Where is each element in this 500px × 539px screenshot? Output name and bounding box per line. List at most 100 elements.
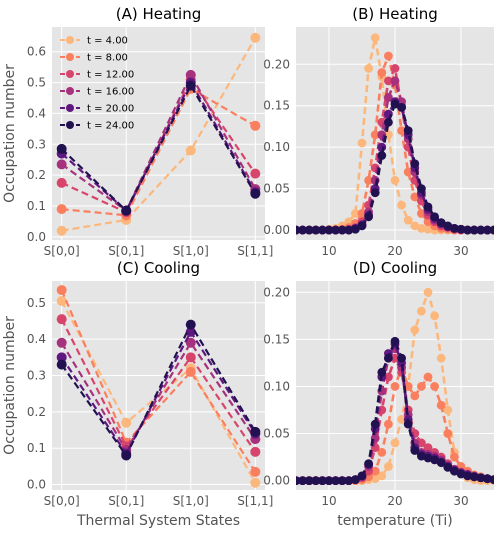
data-point [377, 68, 387, 77]
x-tick-label: S[1,0] [173, 494, 209, 508]
data-point [364, 175, 373, 185]
data-point [357, 471, 367, 481]
data-point [463, 225, 472, 235]
data-point [384, 51, 393, 61]
data-point [311, 476, 321, 485]
panel-title: (B) Heating [352, 5, 438, 23]
legend-label: t = 20.00 [87, 104, 134, 115]
data-point [337, 225, 347, 235]
data-point [384, 93, 393, 102]
data-point [390, 175, 400, 185]
y-tick-label: 0.3 [27, 369, 46, 383]
data-point [250, 477, 261, 488]
data-point [443, 221, 453, 231]
y-axis-label: Occupation number [2, 316, 18, 455]
legend-swatch-marker [66, 121, 74, 129]
x-tick-label: 10 [321, 494, 336, 508]
data-point [390, 353, 400, 363]
data-point [410, 446, 420, 455]
x-tick-label: 30 [453, 244, 468, 258]
data-point [450, 224, 459, 233]
data-point [443, 429, 453, 438]
panel-1: 0.00 0.05 0.10 0.15 0.20 10 20 30 (B) Heating [263, 5, 494, 258]
data-point [298, 225, 307, 235]
x-tick-label: S[0,1] [108, 244, 144, 258]
series-group [56, 285, 261, 488]
data-point [370, 466, 380, 476]
data-point [456, 224, 466, 234]
data-point [250, 168, 261, 179]
data-point [390, 64, 400, 73]
data-point [430, 455, 439, 465]
data-point [337, 476, 347, 485]
data-point [121, 450, 132, 461]
data-point [423, 453, 433, 463]
data-point [56, 295, 67, 306]
data-point [364, 64, 373, 73]
panel-title: (C) Cooling [117, 259, 200, 277]
data-point [370, 33, 380, 43]
data-point [483, 225, 492, 235]
data-point [370, 188, 380, 198]
y-tick-label: 0.20 [263, 285, 290, 299]
series-line [60, 322, 257, 458]
panel-title: (A) Heating [116, 5, 202, 23]
data-point [403, 215, 413, 225]
data-point [456, 469, 466, 479]
data-point [250, 120, 261, 131]
data-point [324, 476, 334, 485]
data-point [417, 306, 426, 316]
data-point [56, 159, 67, 170]
data-point [417, 224, 426, 233]
x-tick-label: S[0,0] [44, 494, 80, 508]
data-point [250, 32, 261, 43]
data-point [443, 405, 453, 415]
series-line [60, 80, 257, 213]
data-point [250, 466, 261, 477]
data-point [436, 218, 446, 228]
data-point [185, 366, 196, 377]
data-point [56, 143, 67, 154]
data-point [56, 359, 67, 370]
data-point [443, 463, 453, 472]
y-tick-label: 0.6 [27, 45, 46, 59]
data-point [390, 438, 400, 448]
data-point [430, 382, 439, 391]
y-tick-label: 0.1 [27, 199, 46, 213]
data-point [463, 471, 472, 481]
x-tick-label: S[1,1] [237, 494, 273, 508]
plot-background [52, 281, 265, 490]
y-tick-label: 0.3 [27, 137, 46, 151]
series-group [296, 33, 494, 235]
x-tick-label: 20 [387, 244, 402, 258]
data-point [56, 314, 67, 325]
data-point [390, 382, 400, 391]
y-tick-label: 0.10 [263, 379, 290, 393]
x-axis-label: temperature (Ti) [337, 513, 452, 529]
data-point [397, 200, 406, 210]
series-line [61, 87, 256, 217]
data-point [370, 474, 380, 484]
data-point [318, 476, 327, 485]
plot-background [52, 27, 265, 240]
series-line [61, 72, 257, 213]
x-axis-label: Thermal System States [76, 513, 240, 529]
data-point [450, 452, 459, 462]
legend-label: t = 24.00 [87, 121, 134, 132]
data-point [423, 287, 433, 297]
legend-label: t = 16.00 [87, 87, 134, 98]
data-point [417, 184, 426, 194]
data-point [403, 126, 413, 135]
data-point [423, 224, 433, 234]
data-point [324, 225, 334, 235]
y-tick-label: 0.0 [27, 478, 46, 492]
series-line [60, 83, 257, 213]
data-point [489, 225, 494, 235]
data-point [357, 221, 367, 231]
y-tick-label: 0.1 [27, 441, 46, 455]
data-point [344, 476, 354, 485]
legend-label: t = 4.00 [87, 36, 128, 47]
data-point [384, 419, 393, 429]
y-tick-label: 0.00 [263, 474, 290, 488]
